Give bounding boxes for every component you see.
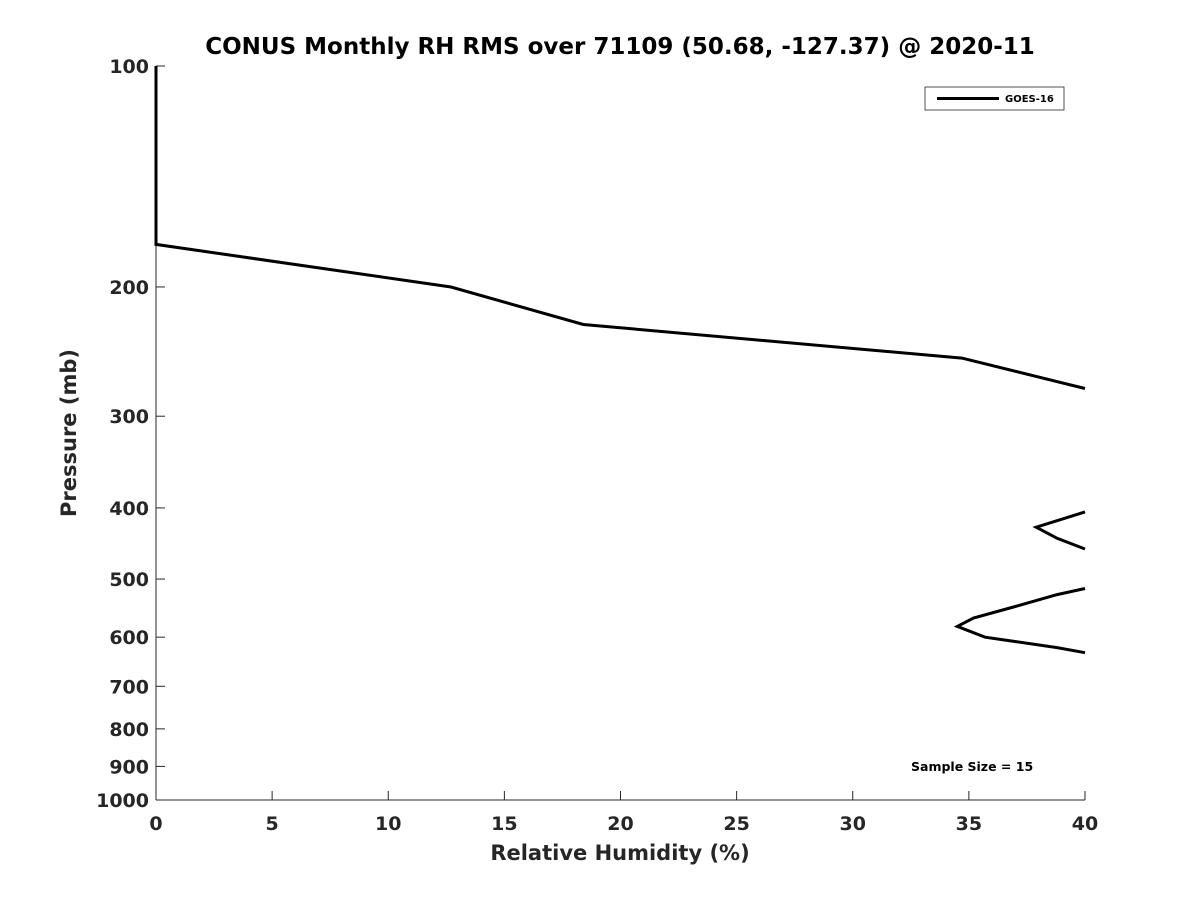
x-tick-label: 20 [607, 813, 633, 835]
x-tick-label: 25 [723, 813, 749, 835]
legend-entry-goes-16: GOES-16 [1005, 94, 1054, 105]
x-tick-label: 0 [149, 813, 162, 835]
series-layer [154, 66, 1086, 655]
x-tick-label: 10 [375, 813, 401, 835]
series-line-goes-16 [1032, 510, 1086, 551]
x-tick-label: 30 [840, 813, 866, 835]
sample-size-annotation: Sample Size = 15 [911, 759, 1033, 774]
x-tick-label: 40 [1072, 813, 1098, 835]
y-tick-label: 500 [109, 569, 149, 591]
y-tick-label: 400 [109, 498, 149, 520]
y-tick-label: 800 [109, 719, 149, 741]
y-axis-label: Pressure (mb) [57, 349, 81, 517]
y-tick-label: 200 [109, 277, 149, 299]
y-tick-label: 900 [109, 756, 149, 778]
plot-area: 0 5 10 15 20 25 30 35 40 100 200 300 400 500 600 700 80… [96, 56, 1098, 835]
legend: GOES-16 [924, 86, 1065, 111]
series-line-goes-16 [154, 66, 1086, 390]
x-tick-label: 5 [266, 813, 279, 835]
y-tick-label: 700 [109, 676, 149, 698]
chart-title: CONUS Monthly RH RMS over 71109 (50.68, … [205, 34, 1035, 60]
y-ticks: 100 200 300 400 500 600 700 800 900 1000 [96, 56, 165, 812]
y-tick-label: 300 [109, 406, 149, 428]
x-axis-label: Relative Humidity (%) [490, 841, 749, 865]
x-ticks: 0 5 10 15 20 25 30 35 40 [149, 791, 1098, 835]
y-tick-label: 1000 [96, 790, 149, 812]
x-tick-label: 15 [491, 813, 517, 835]
series-line-goes-16 [953, 587, 1086, 655]
y-tick-label: 600 [109, 627, 149, 649]
y-tick-label: 100 [109, 56, 149, 78]
x-tick-label: 35 [956, 813, 982, 835]
